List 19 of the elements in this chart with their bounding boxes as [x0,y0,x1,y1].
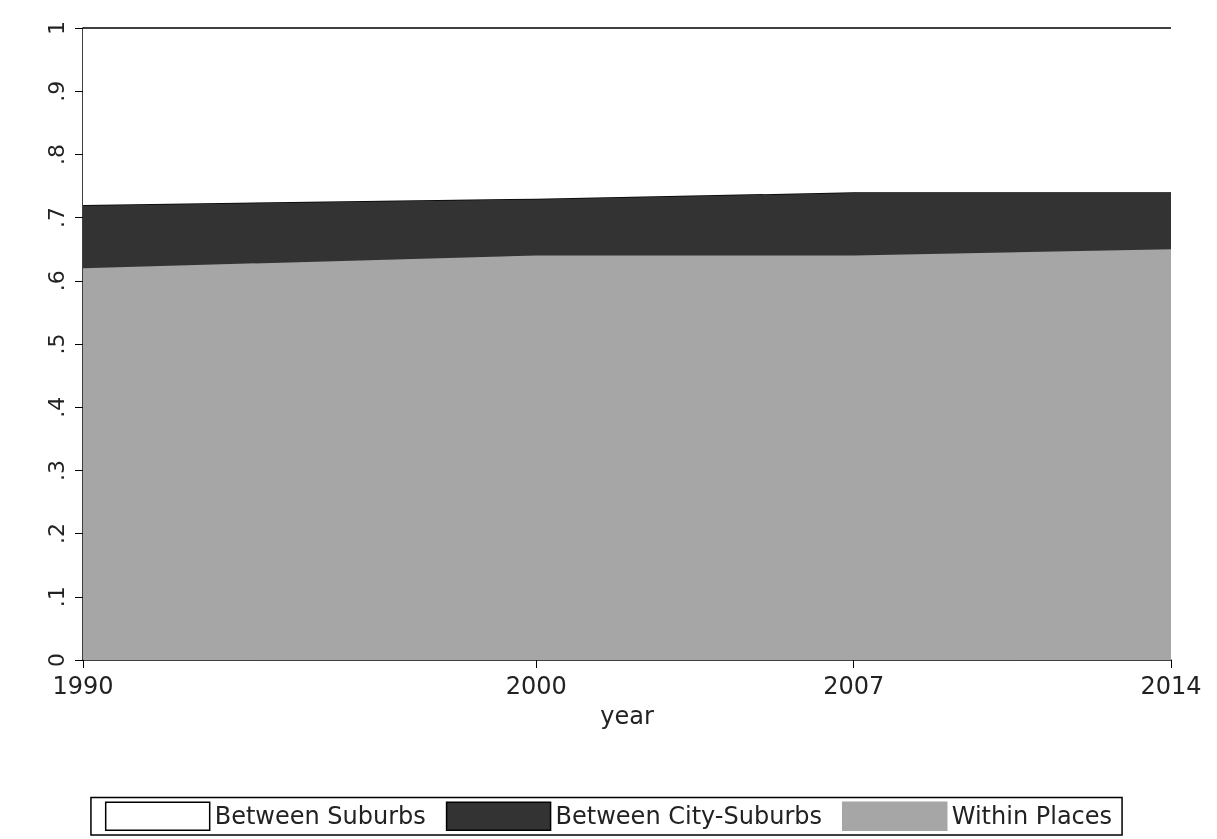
x-tick-label: 1990 [52,672,114,700]
y-tick-label: 1 [43,21,69,35]
y-tick-label: .9 [43,80,69,102]
x-tick-label: 2007 [823,672,885,700]
y-tick-label: .7 [43,207,69,229]
y-tick-label: .5 [43,333,69,355]
y-tick-label: .1 [43,586,69,608]
y-tick-label: .2 [43,523,69,545]
legend-label: Between City-Suburbs [555,802,822,831]
x-tick-label: 2014 [1140,672,1202,700]
x-axis-title: year [600,702,654,730]
y-tick-label: .3 [43,459,69,481]
y-tick-label: .6 [43,270,69,292]
legend-label: Within Places [951,802,1113,831]
x-tick-label: 2000 [505,672,567,700]
y-tick-label: .8 [43,143,69,165]
y-tick-label: .4 [43,396,69,418]
y-tick-label: 0 [43,653,69,667]
legend-label: Between Suburbs [214,802,426,831]
